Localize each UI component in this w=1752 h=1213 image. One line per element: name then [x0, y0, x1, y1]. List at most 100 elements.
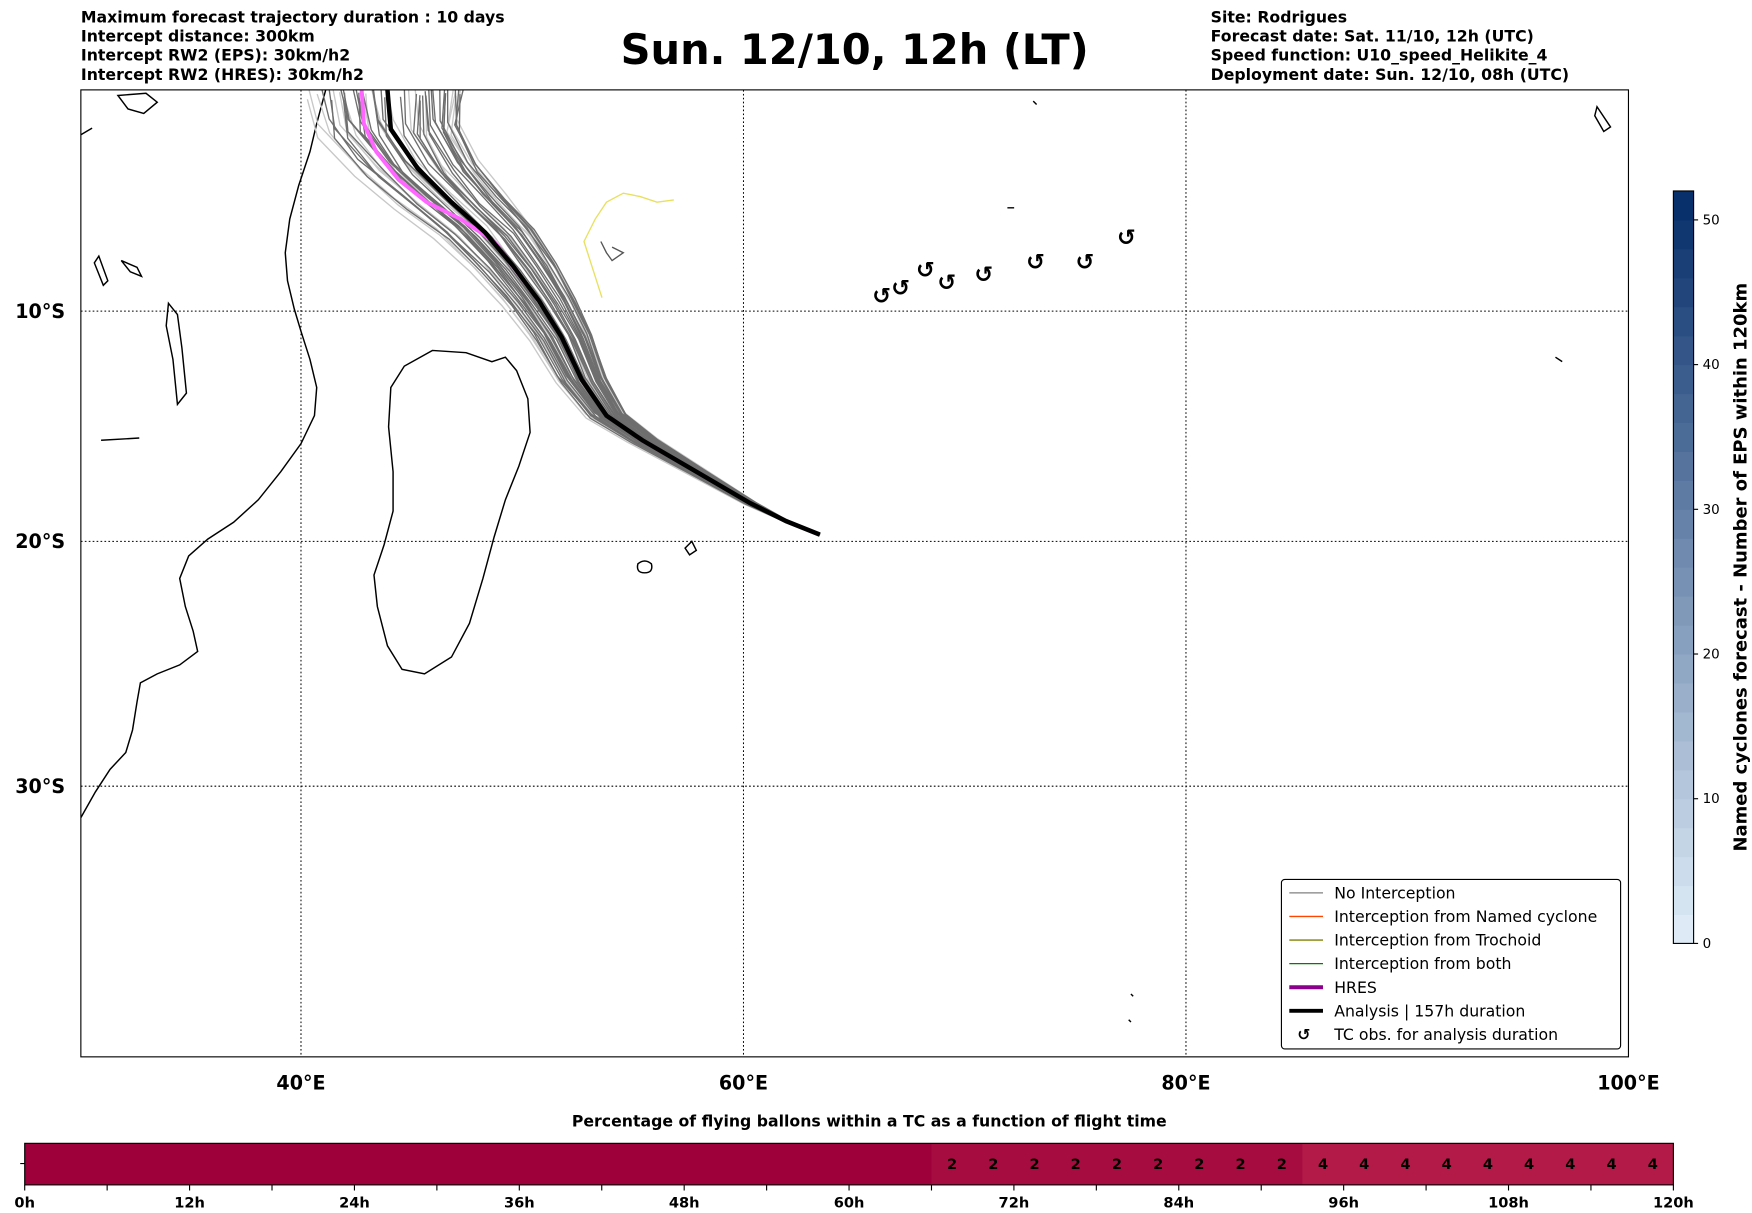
legend-label: HRES	[1334, 978, 1377, 997]
eps-trajectory	[432, 89, 821, 536]
eps-trajectory	[455, 89, 821, 536]
x-tick-label: 72h	[999, 1194, 1030, 1211]
time-bin-cell	[1096, 1143, 1139, 1185]
legend-item: No Interception	[1289, 884, 1456, 903]
eps-trajectory	[454, 89, 821, 536]
time-bin-cell	[65, 1143, 108, 1185]
header-left-line: Maximum forecast trajectory duration : 1…	[81, 8, 505, 27]
time-bin-cell	[478, 1143, 520, 1185]
time-bin-cell	[436, 1143, 479, 1185]
colorbar-segment	[1673, 538, 1694, 568]
eps-trajectory	[439, 89, 821, 536]
colorbar-tick-label: 10	[1703, 791, 1720, 807]
legend: No Interception Interception from Named c…	[1280, 878, 1622, 1050]
colorbar-segment	[1673, 711, 1694, 742]
legend-item: Analysis | 157h duration	[1289, 1001, 1525, 1020]
time-bin-cell	[560, 1143, 603, 1185]
eps-trajectory	[306, 99, 821, 536]
time-bin-value: 2	[1112, 1156, 1122, 1173]
lon-tick: 100°E	[1597, 1071, 1659, 1094]
x-tick-label: 120h	[1653, 1194, 1694, 1211]
eps-trajectory	[421, 95, 821, 536]
eps-trajectory	[419, 100, 821, 536]
legend-label: No Interception	[1334, 884, 1455, 903]
flight-time-chart: Percentage of flying ballons within a TC…	[14, 1111, 1693, 1211]
chart-title: Percentage of flying ballons within a TC…	[572, 1111, 1167, 1130]
time-bin-cell	[230, 1143, 273, 1185]
header-left: Maximum forecast trajectory duration : 1…	[81, 8, 505, 84]
eps-trajectory	[458, 94, 821, 536]
header-right-line: Site: Rodrigues	[1211, 8, 1347, 27]
eps-trajectory	[412, 93, 821, 536]
legend-item: Interception from both	[1289, 954, 1511, 973]
tc-obs-icon: ↺	[872, 283, 891, 309]
colorbar-segment	[1673, 596, 1694, 626]
time-bin-value: 4	[1648, 1156, 1658, 1173]
colorbar-frame	[1672, 190, 1695, 944]
colorbar-segment	[1673, 885, 1694, 916]
header-left-line: Intercept RW2 (HRES): 30km/h2	[81, 65, 364, 84]
x-tick-label: 84h	[1163, 1194, 1194, 1211]
colorbar-segment	[1673, 422, 1694, 452]
time-bin-cell	[354, 1143, 397, 1185]
time-bin-cell	[148, 1143, 191, 1185]
colorbar: 0 10 20 30 40 50 Named cyclones forecast - Nu…	[1672, 190, 1751, 952]
time-bin-value: 2	[1153, 1156, 1163, 1173]
time-bin-cell	[684, 1143, 726, 1185]
eps-trajectory	[371, 89, 821, 536]
colorbar-segment	[1673, 509, 1694, 539]
map-frame	[80, 89, 1630, 1058]
island	[80, 92, 1612, 1023]
time-bin-cell	[1343, 1143, 1386, 1185]
tc-obs-icon: ↺	[891, 275, 910, 301]
lat-tick: 10°S	[15, 300, 65, 323]
legend-label: Interception from Trochoid	[1334, 931, 1541, 950]
tc-observations: ↺ ↺↺ ↺ ↺ ↺ ↺↺	[872, 225, 1136, 309]
time-bin-cell	[1590, 1143, 1633, 1185]
colorbar-segment	[1673, 625, 1694, 655]
eps-trajectory	[450, 95, 821, 536]
hres-trajectory	[483, 231, 821, 537]
time-bin-cell	[1384, 1143, 1427, 1185]
lon-tick: 60°E	[719, 1071, 768, 1094]
colorbar-segment	[1673, 914, 1694, 944]
colorbar-tick-label: 30	[1703, 502, 1720, 518]
legend-label: Interception from both	[1334, 954, 1511, 973]
time-bin-cell	[1426, 1143, 1468, 1185]
time-bin-value: 2	[1194, 1156, 1204, 1173]
colorbar-segment	[1673, 393, 1694, 424]
colorbar-segment	[1673, 306, 1694, 337]
lat-tick: 30°S	[15, 775, 65, 798]
time-bin-cell	[189, 1143, 232, 1185]
colorbar-segment	[1673, 654, 1694, 684]
header-right: Site: Rodrigues Forecast date: Sat. 11/1…	[1211, 8, 1569, 84]
eps-trajectory	[442, 93, 821, 536]
x-tick-label: 36h	[504, 1194, 535, 1211]
colorbar-segment	[1673, 451, 1694, 481]
tc-obs-icon: ↺	[974, 262, 993, 288]
time-bin-cell	[313, 1143, 356, 1185]
colorbar-segment	[1673, 827, 1694, 858]
time-bin-value: 2	[1071, 1156, 1081, 1173]
time-bin-value: 2	[1236, 1156, 1246, 1173]
coastlines	[80, 89, 1612, 1023]
time-bin-cell	[849, 1143, 891, 1185]
eps-trajectory	[373, 96, 821, 536]
legend-item: Interception from Named cyclone	[1289, 907, 1597, 926]
time-bin-value: 4	[1483, 1156, 1493, 1173]
time-bin-value: 4	[1606, 1156, 1616, 1173]
trochoid-trajectory	[583, 192, 674, 298]
time-bin-value: 4	[1524, 1156, 1534, 1173]
time-bin-cell	[395, 1143, 438, 1185]
eps-trajectory	[358, 92, 821, 536]
page-title: Sun. 12/10, 12h (LT)	[621, 25, 1089, 74]
tc-obs-icon: ↺	[1297, 1025, 1310, 1044]
time-bin-cell	[1013, 1143, 1056, 1185]
time-bin-cell	[1302, 1143, 1345, 1185]
time-bin-value: 4	[1318, 1156, 1328, 1173]
x-tick-label: 48h	[669, 1194, 700, 1211]
legend-label: Analysis | 157h duration	[1334, 1001, 1525, 1020]
x-tick-label: 60h	[834, 1194, 865, 1211]
time-bin-cell	[807, 1143, 850, 1185]
